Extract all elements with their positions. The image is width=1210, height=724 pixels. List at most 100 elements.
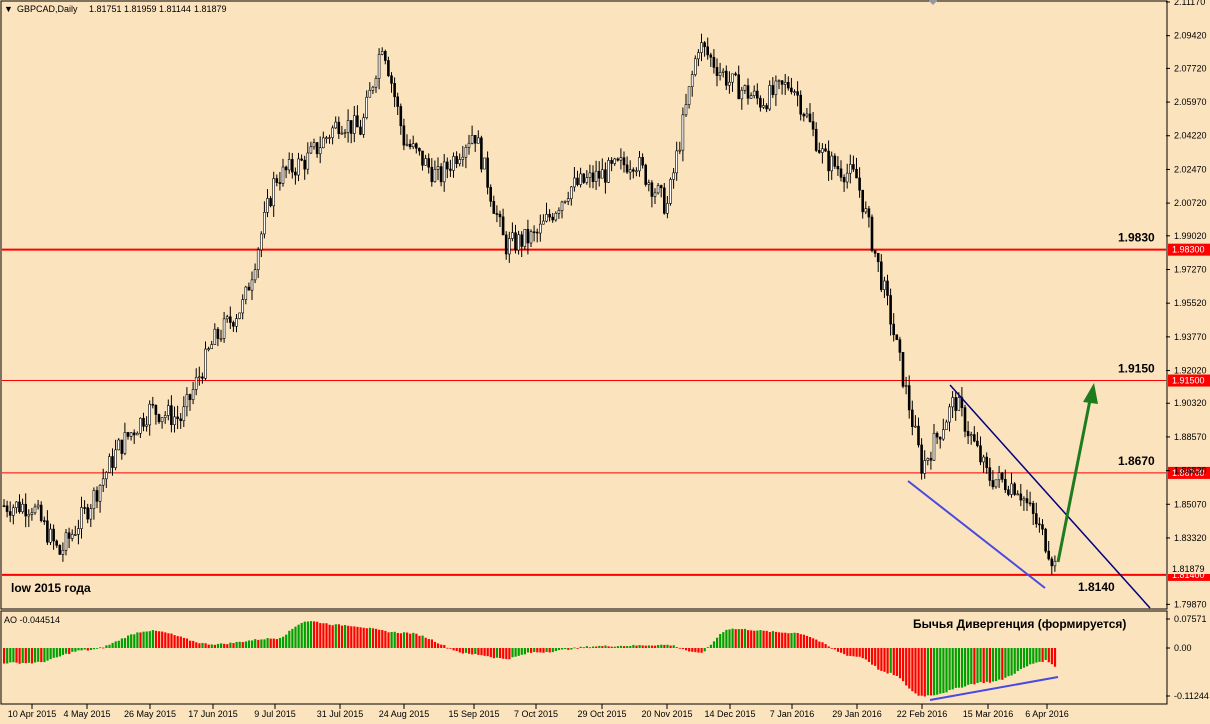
candle-body <box>535 231 539 234</box>
candle <box>988 458 992 487</box>
candle <box>814 122 818 153</box>
candle <box>139 417 142 438</box>
ao-bar <box>127 635 130 648</box>
candle <box>30 507 34 521</box>
candle <box>179 413 182 429</box>
candle-body <box>1003 479 1007 491</box>
ao-bar <box>362 627 365 648</box>
ao-bar <box>505 648 508 660</box>
candle-body <box>979 445 982 463</box>
ao-bar <box>266 638 269 648</box>
ao-bar <box>929 648 933 696</box>
candle-body <box>625 164 629 173</box>
candle-body <box>297 158 300 176</box>
ao-bar <box>6 648 9 664</box>
candle <box>1016 490 1020 496</box>
candle-body <box>635 170 638 173</box>
candle <box>563 200 567 204</box>
ao-bar <box>551 648 554 653</box>
candle <box>889 288 892 336</box>
candle <box>377 48 381 90</box>
ao-divergence-line[interactable] <box>929 676 1059 701</box>
ao-bar <box>393 631 396 648</box>
ao-bar <box>1041 648 1044 662</box>
candle <box>480 135 483 173</box>
ao-bar <box>759 630 762 648</box>
candle-body <box>160 417 164 423</box>
ao-axis[interactable]: 0.07571 0.00 -0.11244 <box>1166 614 1209 701</box>
candle <box>728 71 731 94</box>
candle-body <box>418 147 421 152</box>
candle-body <box>1007 489 1010 495</box>
candle <box>752 85 756 99</box>
candle <box>272 171 276 217</box>
candle-body <box>752 90 756 96</box>
candle <box>176 405 179 430</box>
price-pane[interactable]: 1.98301.983001.91501.915001.86701.867001… <box>2 33 1210 609</box>
candle-body <box>58 545 62 555</box>
ao-bar <box>796 632 799 648</box>
scroll-marker-icon[interactable] <box>928 0 938 5</box>
ao-bar <box>905 648 908 686</box>
candle-body <box>709 54 713 58</box>
ao-bar <box>328 624 331 648</box>
ao-bar <box>1007 648 1010 677</box>
ao-bar <box>663 644 666 648</box>
price-tick-label: 1.88570 <box>1174 432 1207 442</box>
candle-body <box>362 117 365 135</box>
candle <box>290 152 294 179</box>
ao-bar <box>182 637 185 648</box>
ao-bar <box>18 648 21 664</box>
ao-bar <box>923 648 926 697</box>
candle <box>1038 517 1041 533</box>
bullish-arrow-shaft[interactable] <box>1056 399 1092 563</box>
ao-pane[interactable] <box>3 621 1059 701</box>
drawing-objects[interactable] <box>907 383 1151 609</box>
time-axis[interactable]: 10 Apr 2015 4 May 2015 26 May 2015 17 Jun 2… <box>8 704 1069 719</box>
ao-bar <box>960 648 964 688</box>
candle <box>954 391 958 421</box>
channel-upper-trendline[interactable] <box>949 384 1151 609</box>
candle-body <box>89 508 93 520</box>
price-axis[interactable]: 2.11170 2.09420 2.07720 2.05970 2.04220 2.024… <box>1166 0 1207 609</box>
ao-bar <box>812 638 815 648</box>
candle-body <box>108 456 111 473</box>
candle-body <box>656 185 660 194</box>
candle <box>433 160 437 183</box>
candle-body <box>1019 493 1023 501</box>
candle-body <box>923 460 927 474</box>
candle <box>182 396 186 428</box>
candle <box>1053 555 1057 572</box>
candle <box>914 415 917 428</box>
ao-bar <box>920 648 923 696</box>
level-label-1.9830: 1.9830 <box>1118 231 1155 245</box>
candle-body <box>489 187 493 202</box>
ao-bar <box>154 630 158 648</box>
channel-lower-trendline[interactable] <box>907 480 1046 589</box>
candle-body <box>994 479 998 488</box>
candle <box>879 254 883 293</box>
candle-body <box>774 80 778 96</box>
candle-body <box>18 501 21 513</box>
ao-bar <box>657 645 660 648</box>
candle <box>321 131 325 149</box>
candle <box>656 183 660 195</box>
candle <box>935 431 939 445</box>
candle-body <box>808 113 812 122</box>
candle-body <box>622 157 626 166</box>
candle-body <box>597 170 601 179</box>
ao-bar <box>24 648 27 664</box>
candle <box>848 154 852 184</box>
candle <box>356 105 359 128</box>
ao-bar <box>480 648 483 656</box>
ohlc-open: 1.81751 <box>89 4 122 14</box>
candle-body <box>430 166 434 183</box>
candle-body <box>42 520 46 522</box>
candle <box>229 306 232 330</box>
candle-body <box>46 520 49 543</box>
ao-bar <box>508 648 511 660</box>
candle <box>188 393 192 411</box>
time-tick-label: 29 Jan 2016 <box>832 709 882 719</box>
ao-bar <box>526 648 530 653</box>
